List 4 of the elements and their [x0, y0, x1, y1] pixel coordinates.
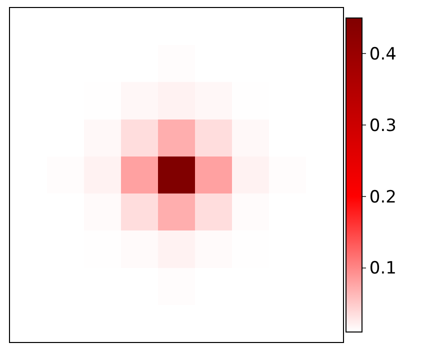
color-bar-label: 0.1 — [369, 258, 396, 279]
color-bar-label: 0.4 — [369, 44, 396, 65]
color-bar-label: 0.3 — [369, 116, 396, 136]
color-bar-label: 0.2 — [369, 187, 396, 208]
